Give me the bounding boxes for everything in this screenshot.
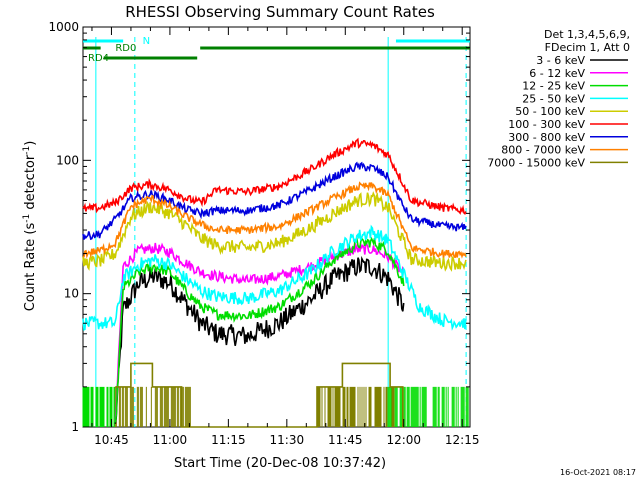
legend-header-line-1: Det 1,3,4,5,6,9, — [544, 28, 630, 41]
legend-entry-label: 50 - 100 keV — [515, 105, 585, 118]
series-line-100-300-kev — [82, 137, 467, 216]
legend-entry-label: 800 - 7000 keV — [501, 144, 585, 157]
x-tick-label: 11:45 — [328, 433, 363, 447]
series-line-7000-15000-kev — [115, 362, 404, 428]
series-line-800-7000-kev — [82, 181, 467, 259]
legend-entry-label: 3 - 6 keV — [536, 54, 585, 67]
y-axis-label: Count Rate (s-1 detector-1) — [22, 141, 38, 312]
series-line-6-12-kev — [114, 241, 405, 423]
x-tick-label: 11:00 — [153, 433, 188, 447]
y-tick-label: 100 — [56, 153, 79, 167]
series-line-50-100-kev — [82, 191, 467, 272]
legend-entry-label: 12 - 25 keV — [522, 80, 585, 93]
legend-entry-label: 300 - 800 keV — [508, 131, 585, 144]
x-tick-label: 10:45 — [94, 433, 129, 447]
x-tick-label: 12:15 — [445, 433, 480, 447]
legend-header-line-2: FDecim 1, Att 0 — [545, 41, 630, 54]
legend-entry-label: 100 - 300 keV — [508, 118, 585, 131]
y-tick-label: 10 — [64, 287, 79, 301]
legend-entry-label: 25 - 50 keV — [522, 92, 585, 105]
x-axis: 10:45 11:00 11:15 11:30 11:45 12:00 12:15 — [91, 27, 480, 447]
flag-label-night: N — [143, 36, 150, 47]
y-axis: 1 10 100 1000 — [48, 20, 470, 434]
x-tick-label: 11:15 — [211, 433, 246, 447]
flag-label-rd0: RD0 — [115, 43, 136, 54]
timestamp: 16-Oct-2021 08:17 — [560, 468, 636, 477]
chart-title: RHESSI Observing Summary Count Rates — [125, 3, 435, 21]
x-axis-label: Start Time (20-Dec-08 10:37:42) — [174, 456, 386, 471]
x-tick-label: 12:00 — [386, 433, 421, 447]
legend: Det 1,3,4,5,6,9, FDecim 1, Att 0 3 - 6 k… — [487, 28, 630, 169]
series-line-3-6-kev — [114, 255, 405, 424]
flag-label-rd4: RD4 — [88, 53, 109, 64]
y-tick-label: 1 — [71, 420, 79, 434]
series-line-25-50-kev — [82, 224, 467, 331]
legend-entry-label: 7000 - 15000 keV — [487, 156, 585, 169]
x-tick-label: 11:30 — [270, 433, 305, 447]
plot-area: N RD0 RD4 — [82, 26, 471, 428]
y-tick-label: 1000 — [48, 20, 79, 34]
legend-entry-label: 6 - 12 keV — [529, 67, 585, 80]
